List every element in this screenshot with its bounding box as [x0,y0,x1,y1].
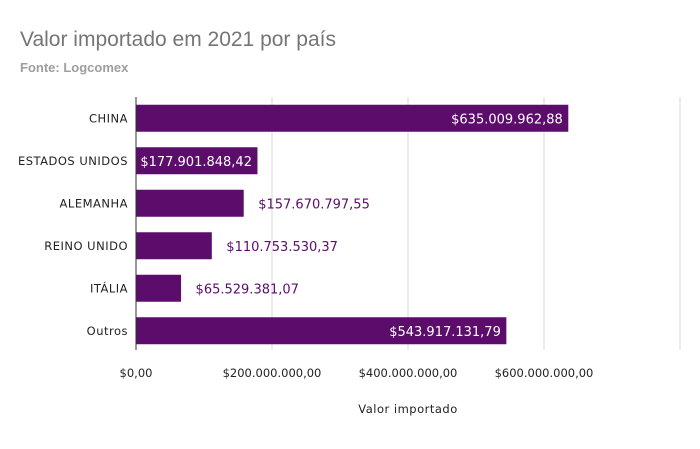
bar [136,189,244,217]
category-label: REINO UNIDO [44,239,128,253]
data-label: $157.670.797,55 [258,197,370,212]
category-label: ESTADOS UNIDOS [18,154,128,168]
chart-title: Valor importado em 2021 por país [20,28,336,51]
x-tick-label: $400.000.000,00 [359,366,458,380]
category-labels: CHINA ESTADOS UNIDOS ALEMANHA REINO UNIDO IT… [18,111,128,338]
x-tick-label: $200.000.000,00 [223,366,322,380]
bar [136,317,507,345]
category-label: ITÁLIA [90,280,128,295]
category-label: CHINA [89,111,128,125]
bar [136,104,569,132]
chart-subtitle: Fonte: Logcomex [20,60,129,75]
data-label: $635.009.962,88 [451,112,563,127]
bars [136,104,569,345]
data-label: $110.753.530,37 [226,240,338,255]
data-label: $543.917.131,79 [389,325,501,340]
x-axis-title: Valor importado [358,402,458,416]
category-label: Outros [87,324,128,338]
bar [136,147,258,175]
gridlines [271,97,681,350]
x-tick-labels: $0,00 $200.000.000,00 $400.000.000,00 $600.… [120,366,594,380]
x-tick-label: $0,00 [120,366,153,380]
data-label: $177.901.848,42 [140,155,252,170]
x-tick-label: $600.000.000,00 [495,366,594,380]
category-label: ALEMANHA [60,196,128,210]
data-labels: $635.009.962,88 $177.901.848,42 $157.670.7… [140,112,562,340]
bar [136,232,212,260]
data-label: $65.529.381,07 [196,282,299,297]
bar [136,274,182,302]
